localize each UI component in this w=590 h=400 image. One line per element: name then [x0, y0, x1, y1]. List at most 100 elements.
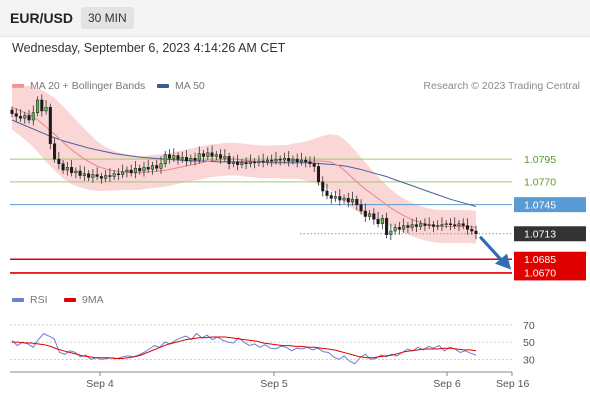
candle [159, 156, 163, 174]
rsi-swatch [12, 298, 24, 302]
candle [121, 164, 125, 179]
candle [389, 223, 393, 241]
candle-body [57, 158, 61, 164]
legend-ma50-label: MA 50 [175, 80, 205, 92]
candle [406, 221, 410, 233]
level-lines [10, 158, 512, 274]
candle [206, 147, 210, 161]
candle-body [95, 174, 99, 177]
candle [70, 160, 74, 177]
candle [265, 156, 269, 166]
candle [138, 164, 142, 175]
candle-body [65, 167, 69, 171]
candle [10, 106, 14, 118]
candle-body [172, 155, 176, 159]
candle-body [53, 143, 57, 160]
candle-body [368, 213, 372, 217]
candle [334, 191, 338, 202]
candle-body [474, 230, 478, 235]
candle [74, 167, 78, 179]
candle [321, 176, 325, 197]
candle [308, 156, 312, 168]
candle [291, 155, 295, 165]
candle-body [393, 227, 397, 232]
candle [295, 153, 299, 168]
candle-body [197, 153, 201, 161]
candle-body [23, 115, 27, 119]
candle [116, 168, 120, 181]
candle [193, 152, 197, 166]
candle [342, 194, 346, 204]
candle-body [27, 115, 31, 121]
level-labels: 1.0795 1.0770 1.0745 1.0713 1.0685 1.0670 [514, 154, 586, 281]
candle [104, 170, 108, 182]
candle [359, 199, 363, 215]
candle-body [244, 162, 248, 165]
candle-body [278, 158, 282, 161]
candle-body [253, 161, 257, 164]
candle-body [406, 225, 410, 228]
legend-ma50: MA 50 [157, 80, 205, 92]
candle [36, 96, 40, 117]
candle-body [312, 163, 316, 167]
ma20-swatch [12, 84, 24, 88]
candle [231, 156, 235, 168]
rsi-panel: 70 50 30 [10, 320, 535, 366]
candle-body [116, 173, 120, 175]
candle [338, 189, 342, 206]
candle-body [48, 107, 52, 144]
candle-body [287, 157, 291, 162]
candle-body [329, 195, 333, 199]
rsi-tick-70: 70 [523, 320, 535, 332]
ma50-swatch [157, 84, 169, 88]
candle-body [299, 159, 303, 163]
candle [197, 146, 201, 164]
candle [112, 170, 116, 181]
candle [129, 164, 133, 177]
candle-body [431, 224, 435, 227]
candle-body [440, 224, 444, 226]
candle [227, 152, 231, 170]
candle [40, 94, 44, 117]
arrow-shaft [479, 236, 503, 262]
candle-body [448, 223, 452, 226]
candle [410, 219, 414, 232]
candle [461, 218, 465, 230]
legend-ma20: MA 20 + Bollinger Bands [12, 80, 145, 92]
candle [150, 161, 154, 175]
candle-body [78, 170, 82, 176]
legend-ma20-label: MA 20 + Bollinger Bands [30, 80, 146, 92]
candle-body [338, 196, 342, 201]
candle [87, 170, 91, 181]
candle-body [402, 225, 406, 230]
candle [474, 225, 478, 240]
candle-body [261, 160, 265, 163]
candle-body [380, 218, 384, 225]
candle-body [125, 169, 129, 173]
legend-9ma: 9MA [64, 294, 104, 306]
candle-body [270, 159, 274, 162]
candle-body [248, 161, 252, 164]
candle-body [359, 204, 363, 212]
candle [376, 211, 380, 228]
candle [57, 151, 61, 170]
x-tick-label: Sep 5 [260, 378, 288, 390]
level-box-1-0670 [514, 265, 586, 281]
header-bar: EUR/USD 30 MIN [0, 0, 590, 37]
candle [270, 154, 274, 167]
candle-body [155, 165, 159, 169]
bollinger-band-area [12, 85, 476, 244]
candle-body [355, 198, 359, 205]
candle [163, 150, 167, 168]
symbol-label[interactable]: EUR/USD [10, 10, 74, 26]
candle-body [410, 224, 414, 228]
candle [257, 155, 261, 167]
candle-body [334, 196, 338, 199]
x-axis: Sep 4 Sep 5 Sep 6 Sep 16 [10, 371, 529, 390]
candle [329, 191, 333, 204]
candle-body [227, 156, 231, 164]
rsi-9ma-line [12, 336, 477, 359]
candle [397, 221, 401, 235]
timeframe-button[interactable]: 30 MIN [81, 7, 134, 29]
